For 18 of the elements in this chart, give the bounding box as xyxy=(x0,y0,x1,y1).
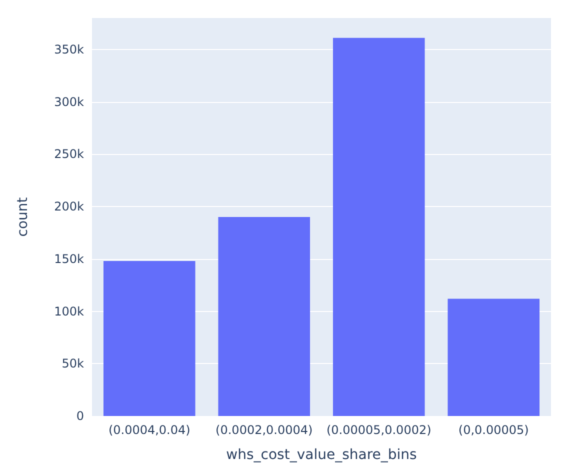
bar xyxy=(218,217,310,416)
y-tick-label: 150k xyxy=(54,252,84,266)
y-axis-title: count xyxy=(15,196,31,237)
x-axis-title: whs_cost_value_share_bins xyxy=(226,447,417,463)
bar xyxy=(448,298,540,416)
y-tick-label: 300k xyxy=(54,94,84,109)
bar xyxy=(332,38,425,416)
y-tick-label: 200k xyxy=(54,200,84,214)
y-tick-label: 250k xyxy=(54,147,84,162)
x-tick-label: (0.0004,0.04) xyxy=(108,423,190,437)
y-tick-label: 100k xyxy=(54,304,84,318)
y-tick-label: 350k xyxy=(54,42,84,56)
bar xyxy=(103,260,196,416)
x-tick-label: (0.00005,0.0002) xyxy=(326,423,432,437)
x-tick-label: (0,0.00005) xyxy=(458,423,529,437)
y-tick-label: 50k xyxy=(62,356,84,371)
x-tick-label: (0.0002,0.0004) xyxy=(216,423,313,437)
y-tick-label: 0 xyxy=(76,409,84,423)
